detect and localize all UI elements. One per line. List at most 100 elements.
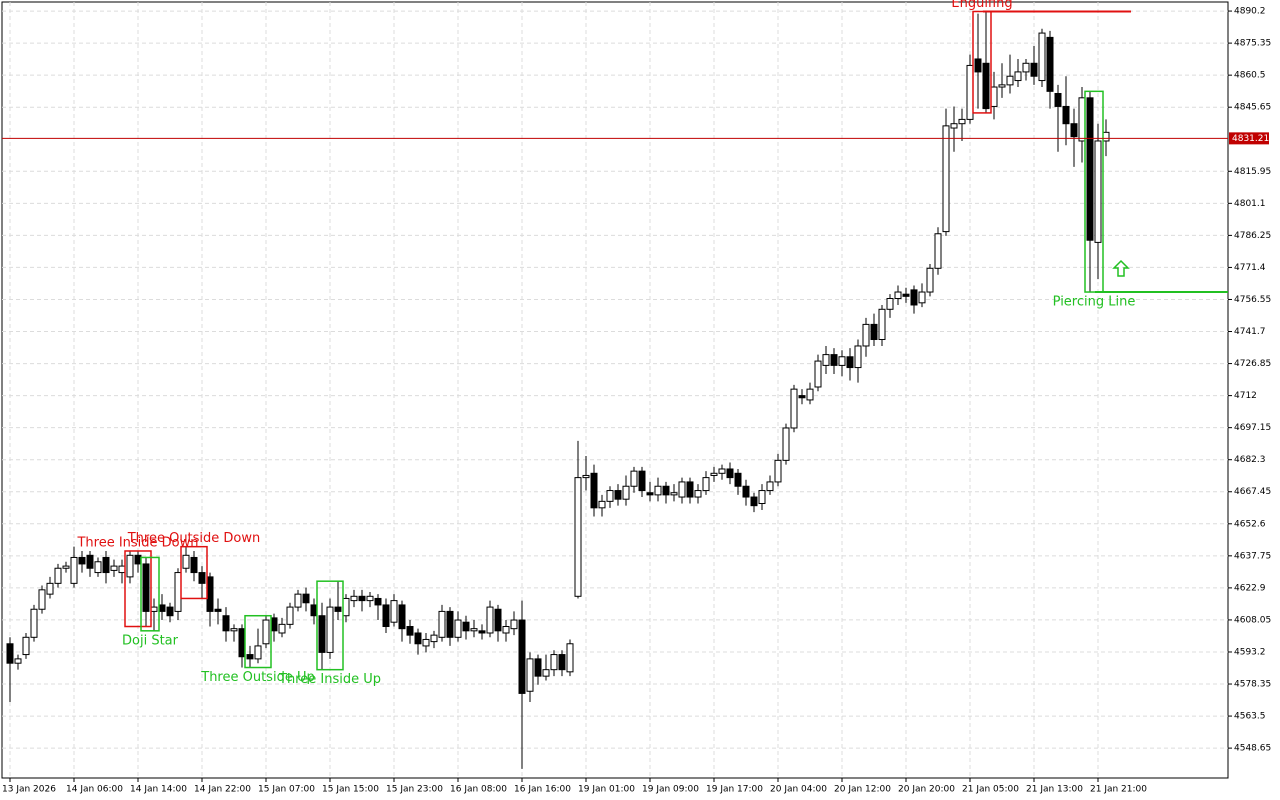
candle-body: [6, 643, 14, 664]
candle-body: [86, 554, 94, 569]
candle-body: [862, 323, 870, 347]
candle-body: [414, 632, 422, 645]
x-tick-label: 20 Jan 12:00: [834, 785, 891, 795]
candle-body: [46, 582, 54, 595]
candle-body: [262, 619, 270, 645]
candle-body: [198, 572, 206, 584]
candle-body: [990, 86, 998, 107]
candle-body: [1006, 75, 1014, 86]
candle-body: [702, 477, 710, 492]
candle-body: [1030, 62, 1038, 77]
pattern-label: Piercing Line: [1053, 295, 1136, 310]
x-tick-label: 15 Jan 15:00: [322, 785, 379, 795]
candle-body: [1022, 62, 1030, 73]
plot-frame: [1, 1, 1229, 779]
candle-body: [1102, 131, 1110, 142]
candle-body: [286, 606, 294, 625]
y-tick-label: 4875.35: [1234, 39, 1271, 49]
candle-body: [166, 606, 174, 617]
candle-body: [518, 619, 526, 694]
candle-body: [710, 472, 718, 476]
pattern-box: [180, 545, 208, 600]
y-tick-label: 4860.5: [1234, 71, 1266, 81]
y-tick-label: 4667.45: [1234, 487, 1271, 497]
candle-body: [230, 628, 238, 632]
candle-body: [878, 308, 886, 341]
candle-body: [574, 477, 582, 597]
candle-body: [1070, 123, 1078, 138]
y-tick-label: 4652.6: [1234, 519, 1266, 529]
candle-body: [270, 617, 278, 632]
candle-body: [606, 490, 614, 502]
candle-body: [254, 645, 262, 660]
y-tick-label: 4771.4: [1234, 263, 1266, 273]
candle-body: [158, 604, 166, 612]
candle-body: [934, 233, 942, 269]
candle-body: [910, 289, 918, 306]
candle-body: [958, 118, 966, 125]
candle-body: [902, 293, 910, 297]
y-tick-label: 4712: [1234, 391, 1257, 401]
y-tick-label: 4593.2: [1234, 647, 1266, 657]
candle-body: [1086, 97, 1094, 241]
candle-body: [38, 589, 46, 610]
candle-body: [502, 626, 510, 634]
candle-body: [566, 643, 574, 673]
candle-body: [22, 636, 30, 656]
x-tick-label: 15 Jan 07:00: [258, 785, 315, 795]
candle-body: [838, 356, 846, 366]
x-tick-label: 19 Jan 09:00: [642, 785, 699, 795]
candle-body: [214, 608, 222, 612]
candle-body: [870, 323, 878, 341]
candle-body: [294, 593, 302, 608]
current-price-tag: [1229, 132, 1269, 145]
candle-body: [454, 619, 462, 638]
candle-body: [510, 619, 518, 630]
candle-body: [182, 554, 190, 569]
candle-body: [646, 492, 654, 496]
candle-body: [358, 595, 366, 602]
candle-body: [1054, 92, 1062, 107]
y-tick-label: 4845.65: [1234, 103, 1271, 113]
x-tick-label: 19 Jan 17:00: [706, 785, 763, 795]
candle-body: [950, 123, 958, 129]
candle-body: [846, 356, 854, 369]
candle-body: [1062, 105, 1070, 125]
y-tick-label: 4622.9: [1234, 583, 1266, 593]
candle-body: [406, 626, 414, 636]
pattern-label: Three Outside Up: [200, 670, 314, 685]
candle-body: [238, 628, 246, 658]
candle-body: [126, 554, 134, 578]
y-tick-label: 4563.5: [1234, 712, 1266, 722]
pattern-box: [124, 550, 152, 628]
candle-body: [334, 606, 342, 612]
candle-body: [686, 481, 694, 498]
candle-body: [590, 472, 598, 509]
candle-body: [734, 472, 742, 487]
candle-body: [806, 388, 814, 401]
y-tick-label: 4682.3: [1234, 455, 1266, 465]
candle-body: [662, 485, 670, 496]
y-tick-label: 4548.65: [1234, 744, 1271, 754]
candle-body: [718, 468, 726, 474]
candle-body: [470, 628, 478, 632]
y-tick-label: 4697.15: [1234, 423, 1271, 433]
y-tick-label: 4726.85: [1234, 359, 1271, 369]
candle-body: [374, 597, 382, 606]
candle-body: [654, 485, 662, 496]
y-tick-label: 4637.75: [1234, 551, 1271, 561]
candle-body: [750, 496, 758, 507]
candle-body: [670, 492, 678, 496]
candle-body: [966, 64, 974, 120]
candle-body: [390, 600, 398, 623]
candle-body: [766, 481, 774, 492]
candle-body: [742, 485, 750, 498]
signal-arrow: [1112, 259, 1130, 277]
candle-body: [894, 291, 902, 300]
candle-body: [142, 563, 150, 612]
candle-body: [854, 345, 862, 369]
candle-body: [614, 490, 622, 500]
candle-body: [918, 291, 926, 304]
pattern-box: [316, 580, 344, 671]
y-tick-label: 4890.2: [1234, 7, 1266, 17]
